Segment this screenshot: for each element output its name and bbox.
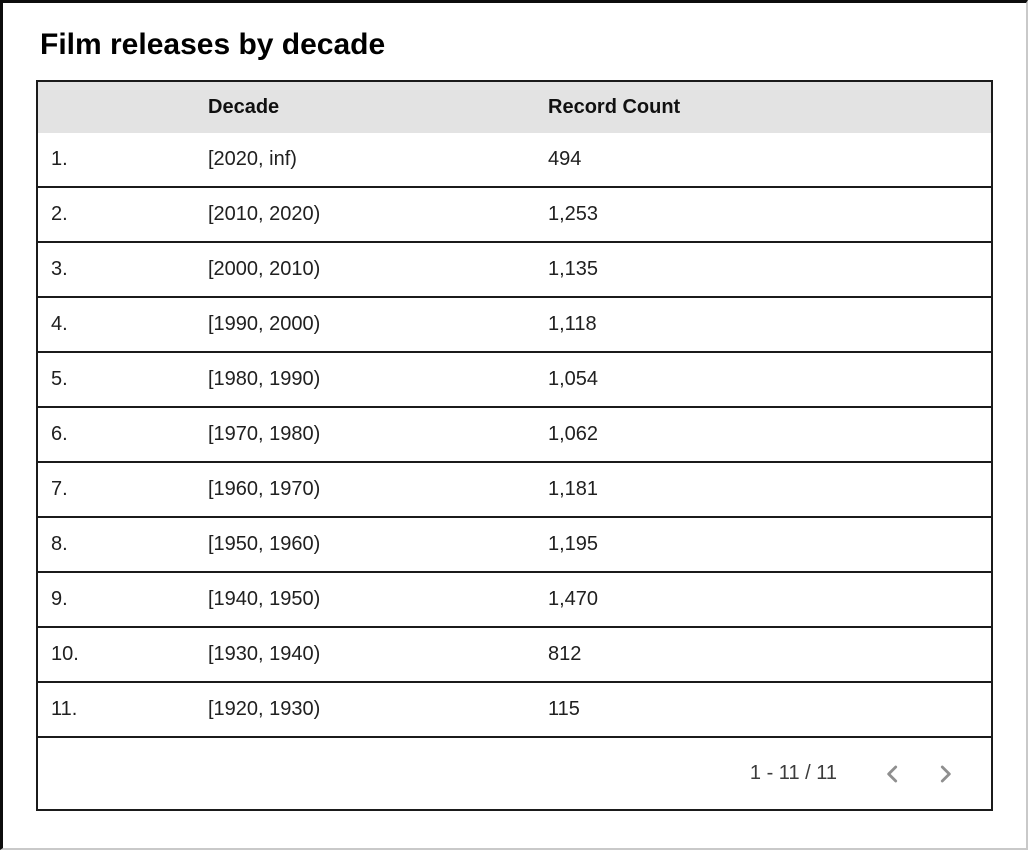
table-footer: 1 - 11 / 11 [38, 738, 991, 809]
decade-cell: [2020, inf) [208, 148, 297, 170]
record-count-cell: 494 [548, 148, 582, 170]
record-count-cell: 812 [548, 643, 582, 665]
decade-cell: [1990, 2000) [208, 313, 321, 335]
decade-cell: [2010, 2020) [208, 203, 321, 225]
table-row: 7. [1960, 1970) 1,181 [38, 463, 991, 518]
chart-title: Film releases by decade [40, 28, 386, 61]
record-count-cell: 1,118 [548, 313, 597, 335]
table-row: 4. [1990, 2000) 1,118 [38, 298, 991, 353]
decade-cell: [1950, 1960) [208, 533, 321, 555]
row-index-cell: 1. [51, 148, 68, 170]
table-row: 8. [1950, 1960) 1,195 [38, 518, 991, 573]
pagination-range-label: 1 - 11 / 11 [749, 762, 837, 784]
pagination-next-button[interactable] [925, 754, 965, 794]
record-count-cell: 1,135 [548, 258, 599, 280]
table-row: 11. [1920, 1930) 115 [38, 683, 991, 738]
header-cell-decade[interactable]: Decade [208, 96, 280, 118]
record-count-cell: 115 [548, 698, 580, 720]
decade-cell: [1940, 1950) [208, 588, 321, 610]
table-body: 1. [2020, inf) 494 2. [2010, 2020) 1,253… [38, 133, 991, 738]
row-index-cell: 9. [51, 588, 68, 610]
decade-cell: [1960, 1970) [208, 478, 321, 500]
header-cell-record-count[interactable]: Record Count [548, 96, 681, 118]
table-row: 2. [2010, 2020) 1,253 [38, 188, 991, 243]
row-index-cell: 2. [51, 203, 68, 225]
row-index-cell: 5. [51, 368, 68, 390]
row-index-cell: 8. [51, 533, 68, 555]
row-index-cell: 11. [51, 698, 78, 720]
record-count-cell: 1,181 [548, 478, 599, 500]
decade-cell: [2000, 2010) [208, 258, 321, 280]
record-count-cell: 1,253 [548, 203, 599, 225]
table-row: 1. [2020, inf) 494 [38, 133, 991, 188]
record-count-cell: 1,054 [548, 368, 599, 390]
pagination-prev-button[interactable] [873, 754, 913, 794]
record-count-cell: 1,062 [548, 423, 599, 445]
decade-cell: [1920, 1930) [208, 698, 321, 720]
record-count-cell: 1,470 [548, 588, 599, 610]
chevron-right-icon [940, 765, 951, 782]
table-row: 9. [1940, 1950) 1,470 [38, 573, 991, 628]
table-row: 6. [1970, 1980) 1,062 [38, 408, 991, 463]
record-count-cell: 1,195 [548, 533, 599, 555]
row-index-cell: 7. [51, 478, 68, 500]
chevron-left-icon [887, 765, 898, 782]
row-index-cell: 6. [51, 423, 68, 445]
row-index-cell: 4. [51, 313, 68, 335]
decade-cell: [1970, 1980) [208, 423, 321, 445]
row-index-cell: 3. [51, 258, 68, 280]
table-row: 5. [1980, 1990) 1,054 [38, 353, 991, 408]
table-row: 3. [2000, 2010) 1,135 [38, 243, 991, 298]
table-row: 10. [1930, 1940) 812 [38, 628, 991, 683]
data-table: Decade Record Count 1. [2020, inf) 494 2… [36, 80, 993, 811]
decade-cell: [1980, 1990) [208, 368, 321, 390]
decade-cell: [1930, 1940) [208, 643, 321, 665]
table-header-row: Decade Record Count [38, 82, 991, 133]
row-index-cell: 10. [51, 643, 79, 665]
